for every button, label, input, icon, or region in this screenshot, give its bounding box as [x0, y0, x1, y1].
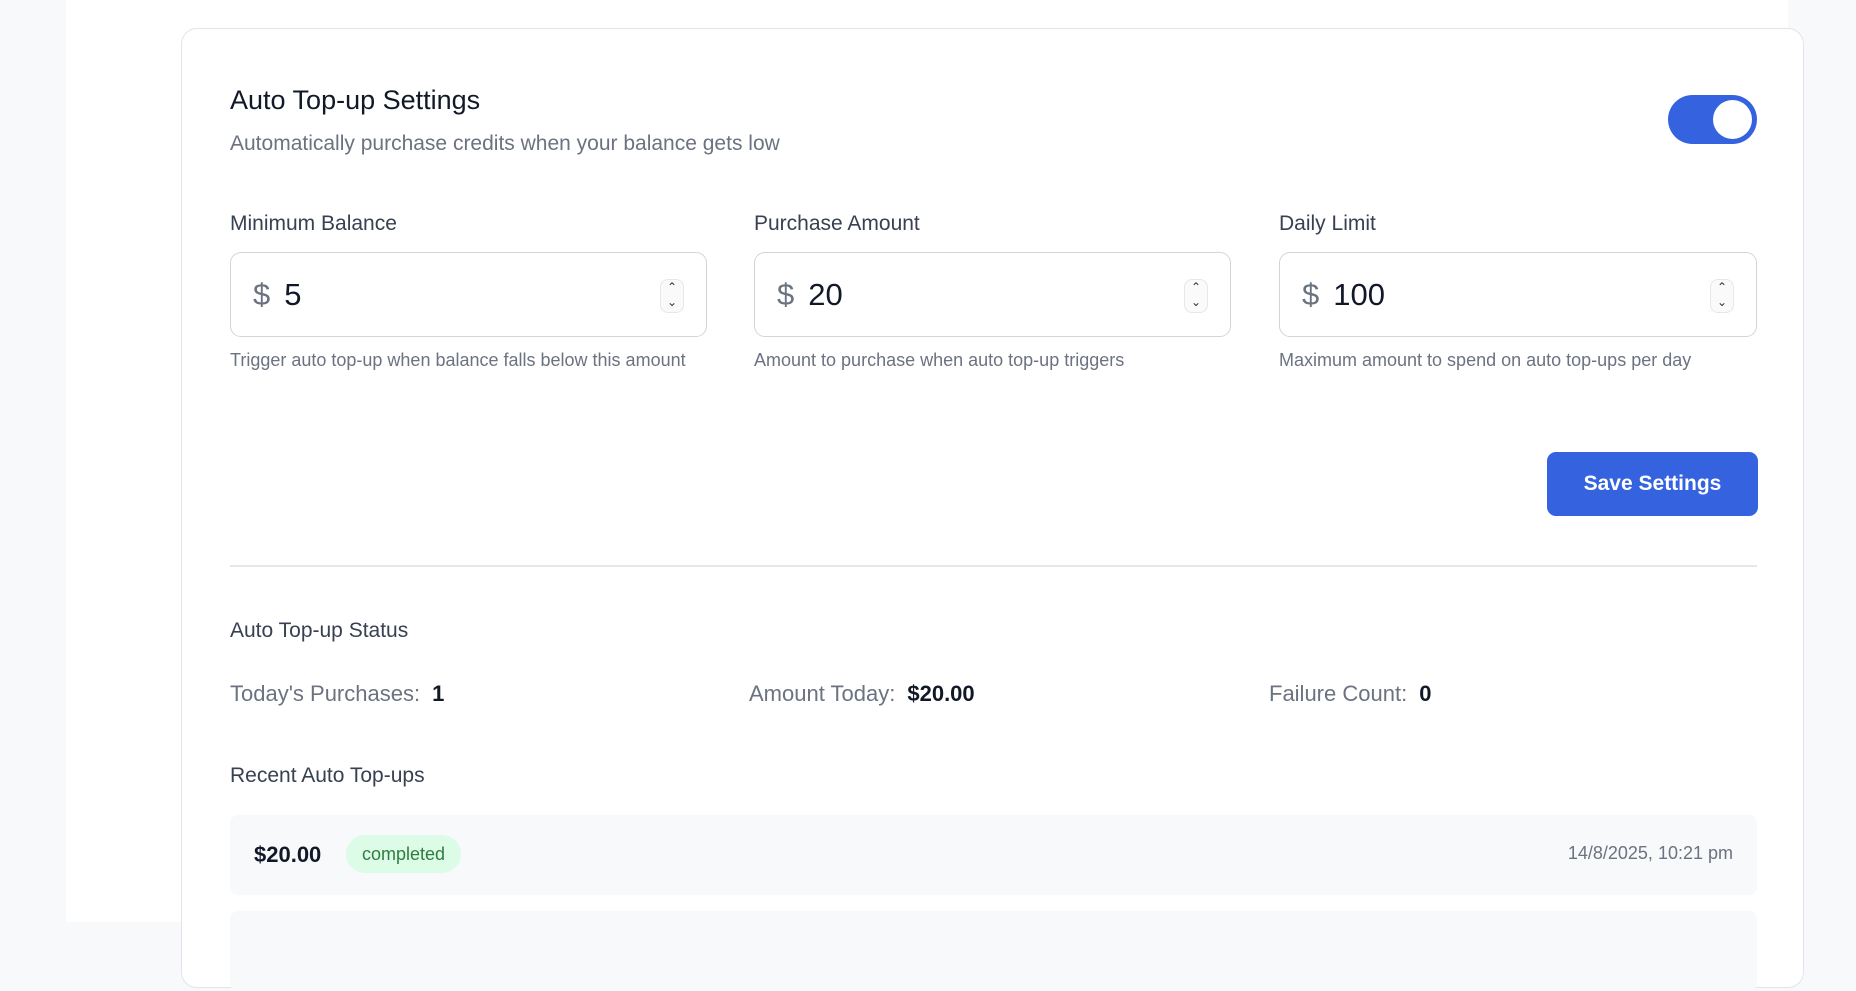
- stat-value: 0: [1419, 681, 1432, 706]
- auto-topup-toggle[interactable]: [1668, 95, 1757, 144]
- spinner-icon[interactable]: ⌃ ⌄: [1710, 279, 1734, 313]
- save-settings-button[interactable]: Save Settings: [1547, 452, 1758, 516]
- card-title: Auto Top-up Settings: [230, 85, 481, 115]
- field-label: Purchase Amount: [754, 212, 920, 235]
- field-help: Maximum amount to spend on auto top-ups …: [1279, 350, 1692, 370]
- list-item: $20.00 completed 14/8/2025, 10:21 pm: [230, 815, 1757, 895]
- minimum-balance-input[interactable]: $ 5 ⌃ ⌄: [230, 252, 707, 337]
- list-item: [230, 911, 1757, 991]
- field-label: Minimum Balance: [230, 212, 397, 235]
- field-help: Trigger auto top-up when balance falls b…: [230, 350, 686, 370]
- currency-symbol: $: [777, 276, 795, 312]
- topup-timestamp: 14/8/2025, 10:21 pm: [1567, 843, 1733, 863]
- card-subtitle: Automatically purchase credits when your…: [230, 132, 780, 155]
- stat-value: 1: [432, 681, 445, 706]
- stat-value: $20.00: [907, 681, 975, 706]
- auto-topup-card: Auto Top-up Settings Automatically purch…: [181, 28, 1804, 991]
- field-label: Daily Limit: [1279, 212, 1376, 235]
- stat-label: Today's Purchases:: [230, 681, 421, 706]
- spinner-icon[interactable]: ⌃ ⌄: [660, 279, 684, 313]
- divider: [230, 565, 1757, 567]
- status-heading: Auto Top-up Status: [230, 619, 409, 642]
- input-value: 20: [808, 276, 843, 312]
- stat-label: Amount Today:: [749, 681, 896, 706]
- purchase-amount-field: Purchase Amount $ 20 ⌃ ⌄ Amount to purcha…: [754, 212, 1231, 374]
- status-badge: completed: [346, 835, 462, 873]
- main-content: Auto Top-up Settings Automatically purch…: [66, 0, 1804, 991]
- stat-amount-today: Amount Today: $20.00: [749, 681, 975, 707]
- currency-symbol: $: [253, 276, 271, 312]
- purchase-amount-input[interactable]: $ 20 ⌃ ⌄: [754, 252, 1231, 337]
- currency-symbol: $: [1302, 276, 1320, 312]
- minimum-balance-field: Minimum Balance $ 5 ⌃ ⌄ Trigger auto top-…: [230, 212, 707, 374]
- topup-amount: $20.00: [254, 842, 322, 867]
- stat-failure-count: Failure Count: 0: [1269, 681, 1431, 707]
- input-value: 100: [1333, 276, 1385, 312]
- field-help: Amount to purchase when auto top-up trig…: [754, 350, 1125, 370]
- spinner-icon[interactable]: ⌃ ⌄: [1184, 279, 1208, 313]
- recent-heading: Recent Auto Top-ups: [230, 764, 425, 787]
- daily-limit-field: Daily Limit $ 100 ⌃ ⌄ Maximum amount to s…: [1279, 212, 1757, 374]
- toggle-knob: [1713, 100, 1752, 139]
- input-value: 5: [284, 276, 302, 312]
- stat-todays-purchases: Today's Purchases: 1: [230, 681, 444, 707]
- daily-limit-input[interactable]: $ 100 ⌃ ⌄: [1279, 252, 1757, 337]
- stat-label: Failure Count:: [1269, 681, 1408, 706]
